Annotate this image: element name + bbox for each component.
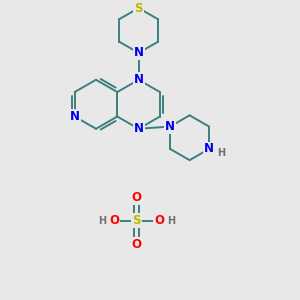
- Text: S: S: [134, 2, 143, 15]
- Text: H: H: [217, 148, 225, 158]
- Text: S: S: [132, 214, 141, 227]
- Text: N: N: [204, 142, 214, 155]
- Text: H: H: [98, 216, 106, 226]
- Text: N: N: [134, 73, 144, 86]
- Text: H: H: [167, 216, 175, 226]
- Text: N: N: [70, 110, 80, 123]
- Text: O: O: [131, 191, 142, 204]
- Text: O: O: [131, 238, 142, 250]
- Text: O: O: [154, 214, 164, 227]
- Text: N: N: [165, 120, 175, 133]
- Text: N: N: [134, 46, 144, 59]
- Text: N: N: [134, 122, 144, 135]
- Text: O: O: [109, 214, 119, 227]
